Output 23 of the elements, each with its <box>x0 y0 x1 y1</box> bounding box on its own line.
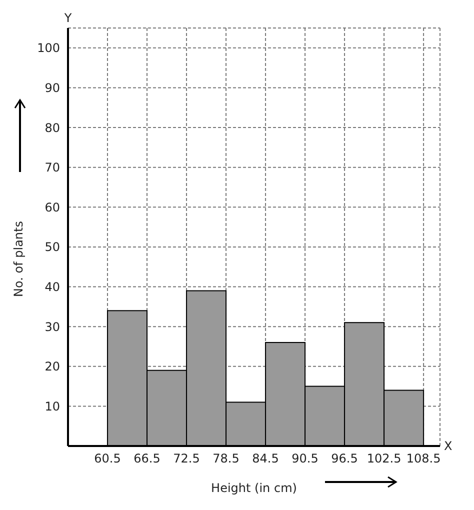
x-tick-label: 66.5 <box>134 452 160 466</box>
x-tick-label: 96.5 <box>331 452 358 466</box>
x-axis-title: Height (in cm) <box>211 481 297 495</box>
y-tick-label: 50 <box>44 240 60 254</box>
x-tick-label: 108.5 <box>406 452 441 466</box>
y-tick-label: 30 <box>44 320 60 334</box>
x-tick-label: 90.5 <box>292 452 318 466</box>
x-tick-label: 60.5 <box>94 452 121 466</box>
text: Y <box>63 11 72 25</box>
x-tick-label: 72.5 <box>173 452 200 466</box>
y-tick-label: 20 <box>44 360 60 374</box>
x-tick-label: 102.5 <box>366 452 402 466</box>
y-tick-label: 40 <box>44 280 60 294</box>
text: X <box>444 439 452 453</box>
x-tick-label: 78.5 <box>212 452 240 466</box>
x-tick-label: 84.5 <box>252 452 279 466</box>
y-axis-title: No. of plants <box>11 221 26 297</box>
y-tick-label: 70 <box>44 160 60 175</box>
y-tick-label: 10 <box>44 399 60 414</box>
y-tick-label: 60 <box>44 200 60 214</box>
y-tick-label: 100 <box>37 41 60 56</box>
y-tick-label: 90 <box>44 80 60 95</box>
y-tick-label: 80 <box>44 120 60 135</box>
